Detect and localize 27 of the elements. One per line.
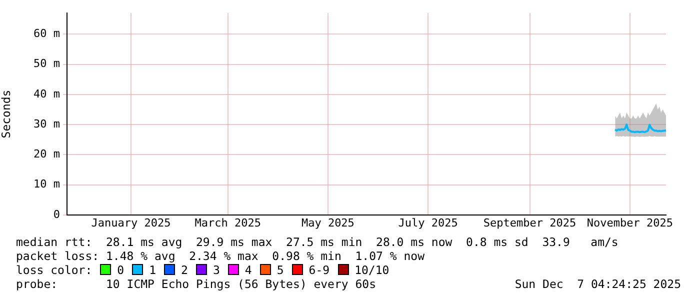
- text: Sun Dec 7 04:24:25 2025: [514, 277, 681, 291]
- y-tick-label: 20 m: [34, 148, 60, 161]
- text: median rtt: 28.1 ms avg 29.9 ms max 27.5 ms min 28.0 ms now 0.8 ms sd 33.9 am/s: [16, 235, 618, 249]
- x-tick-label: May 2025: [301, 216, 354, 230]
- text: 0: [117, 263, 124, 277]
- text: loss color:: [16, 263, 92, 277]
- x-tick-label: November 2025: [586, 216, 673, 230]
- y-tick-label: 50 m: [34, 57, 60, 70]
- text: 3: [212, 263, 220, 277]
- y-tick-label: 10 m: [34, 178, 60, 191]
- y-tick-label: 40 m: [34, 87, 60, 100]
- text: 10/10: [354, 263, 390, 277]
- y-tick-label: 30 m: [34, 117, 60, 130]
- text: probe: 10 ICMP Echo Pings (56 Bytes) every 60s: [16, 277, 376, 291]
- x-tick-label: March 2025: [194, 216, 261, 230]
- x-tick-label: September 2025: [483, 216, 576, 230]
- text: 4: [244, 263, 252, 277]
- y-tick-label: 60 m: [34, 26, 60, 40]
- x-tick-label: July 2025: [398, 216, 458, 230]
- text: 6-9: [308, 263, 330, 277]
- y-axis-title: Seconds: [0, 90, 13, 138]
- text: 5: [276, 263, 284, 277]
- x-tick-label: January 2025: [91, 216, 171, 230]
- text: packet loss: 1.48 % avg 2.34 % max 0.98 % min 1.07 % now: [16, 249, 424, 263]
- text: 1: [149, 263, 156, 277]
- text: 2: [181, 263, 188, 277]
- y-tick-label: 0: [53, 208, 60, 221]
